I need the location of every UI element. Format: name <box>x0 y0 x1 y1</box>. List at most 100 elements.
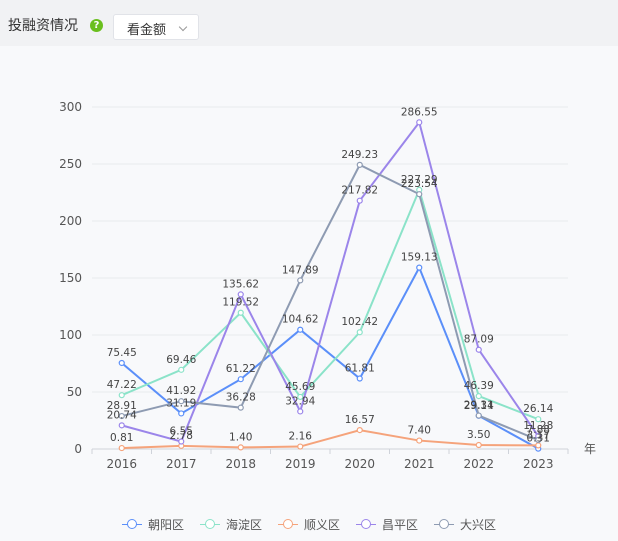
data-point <box>297 326 304 333</box>
data-point <box>237 444 244 451</box>
data-point <box>356 375 363 382</box>
y-tick-label: 0 <box>74 442 82 456</box>
x-tick-label: 2022 <box>463 457 494 471</box>
data-label: 36.28 <box>226 392 256 404</box>
data-label: 69.46 <box>166 354 196 366</box>
y-tick-label: 200 <box>59 214 82 228</box>
data-label: 7.88 <box>527 424 550 436</box>
y-tick-label: 150 <box>59 271 82 285</box>
data-point <box>237 404 244 411</box>
series-line <box>121 429 539 450</box>
data-point <box>416 119 423 126</box>
data-point <box>118 444 125 452</box>
x-tick-label: 2023 <box>523 457 554 471</box>
legend-label: 朝阳区 <box>147 517 184 532</box>
data-point <box>475 412 482 419</box>
chevron-down-icon <box>178 22 188 32</box>
legend-item[interactable]: 海淀区 <box>199 514 262 534</box>
series-line <box>121 120 540 443</box>
data-label: 135.62 <box>222 278 259 290</box>
data-label: 0.81 <box>110 432 133 444</box>
data-label: 46.39 <box>464 380 494 392</box>
x-tick-label: 2017 <box>166 457 197 471</box>
data-label: 6.55 <box>170 426 193 438</box>
data-label: 47.22 <box>107 379 137 391</box>
data-point <box>356 427 363 434</box>
data-point <box>237 309 244 316</box>
data-label: 87.09 <box>464 334 494 346</box>
data-label: 11.28 <box>523 420 553 432</box>
data-point <box>297 408 304 415</box>
data-label: 227.29 <box>401 174 438 186</box>
dropdown-value: 看金额 <box>127 23 167 38</box>
data-point <box>475 393 482 400</box>
data-label: 2.16 <box>289 431 313 443</box>
data-point <box>416 437 423 444</box>
data-label: 31.19 <box>166 397 196 409</box>
data-label: 147.89 <box>282 264 319 276</box>
data-point <box>237 291 244 298</box>
data-point <box>118 392 125 399</box>
legend-marker-icon <box>277 518 298 530</box>
data-label: 29.31 <box>464 400 494 412</box>
chart-legend: 朝阳区 海淀区 顺义区 昌平区 大兴区 <box>0 514 618 534</box>
legend-item[interactable]: 大兴区 <box>434 514 496 534</box>
data-point <box>535 436 542 444</box>
y-tick-label: 100 <box>59 328 82 342</box>
section-title: 投融资情况 <box>8 18 78 34</box>
legend-item[interactable]: 昌平区 <box>356 514 418 534</box>
x-tick-label: 2019 <box>285 457 316 471</box>
legend-label: 海淀区 <box>225 517 262 532</box>
data-label: 45.69 <box>285 381 315 393</box>
data-point <box>475 346 482 353</box>
data-label: 61.81 <box>345 363 375 375</box>
data-label: 2.78 <box>170 430 193 442</box>
data-point <box>356 161 363 168</box>
legend-item[interactable]: 朝阳区 <box>121 514 184 534</box>
data-point <box>118 359 125 367</box>
panel-header: 投融资情况 ? 看金额 <box>0 0 618 46</box>
x-tick-label: 2021 <box>404 457 435 471</box>
data-point <box>178 398 185 405</box>
data-label: 3.50 <box>467 429 490 441</box>
data-point <box>416 264 423 271</box>
data-point <box>178 410 185 417</box>
data-point <box>178 438 185 445</box>
legend-marker-icon <box>121 518 142 530</box>
data-label: 104.62 <box>282 314 319 326</box>
x-axis-unit: 年 <box>584 442 596 456</box>
data-label: 41.92 <box>166 385 196 397</box>
data-label: 249.23 <box>341 149 378 161</box>
legend-label: 大兴区 <box>460 517 497 532</box>
data-label: 61.22 <box>226 363 256 375</box>
data-label: 16.57 <box>345 414 375 426</box>
data-label: 26.14 <box>523 403 553 415</box>
data-point <box>416 191 423 198</box>
data-label: 75.45 <box>107 347 137 359</box>
data-label: 1.40 <box>229 431 252 443</box>
data-point <box>118 412 125 420</box>
x-tick-label: 2016 <box>106 457 137 471</box>
data-point <box>178 366 185 373</box>
data-label: 29.14 <box>464 400 494 412</box>
data-point <box>356 329 363 336</box>
y-tick-label: 300 <box>59 100 82 114</box>
data-label: 7.40 <box>408 425 431 437</box>
metric-dropdown[interactable]: 看金额 <box>113 14 199 40</box>
legend-marker-icon <box>199 518 220 530</box>
data-label: 32.94 <box>285 395 315 407</box>
data-label: 286.55 <box>401 106 438 118</box>
data-label: 217.82 <box>341 185 378 197</box>
data-label: 223.54 <box>401 178 438 190</box>
data-point <box>118 422 125 429</box>
y-tick-label: 250 <box>59 157 82 171</box>
legend-label: 昌平区 <box>382 517 419 532</box>
data-label: 28.91 <box>107 400 137 412</box>
x-tick-label: 2018 <box>225 457 256 471</box>
help-icon[interactable]: ? <box>90 19 103 32</box>
data-label: 0.31 <box>527 433 550 445</box>
x-tick-label: 2020 <box>344 457 375 471</box>
legend-item[interactable]: 顺义区 <box>277 514 340 534</box>
data-point <box>297 277 304 284</box>
data-label: 159.13 <box>401 252 438 264</box>
